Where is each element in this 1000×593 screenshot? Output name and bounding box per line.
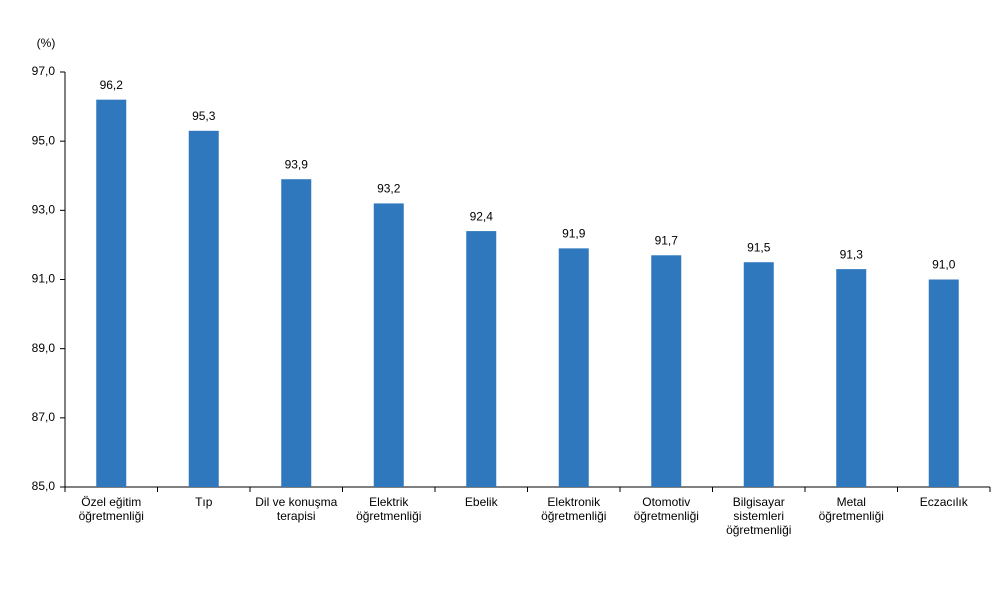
y-tick-label: 87,0 xyxy=(32,410,56,424)
x-tick-label: Özel eğitim öğretmenliği xyxy=(78,495,144,523)
value-label: 93,9 xyxy=(285,157,309,171)
x-tick-label: Dil ve konuşma terapisi xyxy=(255,495,338,523)
x-tick-label: Ebelik xyxy=(464,495,498,509)
value-label: 91,3 xyxy=(840,247,864,261)
x-tick-label: Elektronik öğretmenliği xyxy=(541,495,607,523)
value-label: 91,0 xyxy=(932,258,956,272)
value-label: 91,7 xyxy=(655,233,679,247)
value-label: 91,5 xyxy=(747,240,771,254)
bar xyxy=(466,231,497,487)
x-tick-label: Tıp xyxy=(195,495,213,509)
bar xyxy=(651,255,682,487)
x-tick-label: Otomotiv öğretmenliği xyxy=(633,495,699,523)
bar xyxy=(558,248,589,487)
bar xyxy=(743,262,774,487)
value-label: 91,9 xyxy=(562,227,586,241)
value-label: 96,2 xyxy=(100,78,124,92)
x-tick-label: Bilgisayar sistemleri öğretmenliği xyxy=(726,495,792,537)
x-tick-label: Elektrik öğretmenliği xyxy=(356,495,422,523)
value-label: 95,3 xyxy=(192,109,216,123)
bar xyxy=(96,99,127,488)
bar xyxy=(928,279,959,487)
bar xyxy=(188,130,219,487)
y-tick-label: 95,0 xyxy=(32,133,56,147)
y-tick-label: 93,0 xyxy=(32,203,56,217)
y-tick-label: 85,0 xyxy=(32,479,56,493)
y-tick-label: 91,0 xyxy=(32,272,56,286)
bar xyxy=(373,203,404,487)
x-tick-label: Eczacılık xyxy=(919,495,968,509)
y-tick-label: 97,0 xyxy=(32,64,56,78)
bar xyxy=(836,269,867,487)
bar xyxy=(281,179,312,488)
value-label: 92,4 xyxy=(470,209,494,223)
value-label: 93,2 xyxy=(377,182,401,196)
y-tick-label: 89,0 xyxy=(32,341,56,355)
x-tick-label: Metal öğretmenliği xyxy=(818,495,884,523)
y-axis-label: (%) xyxy=(37,36,56,50)
